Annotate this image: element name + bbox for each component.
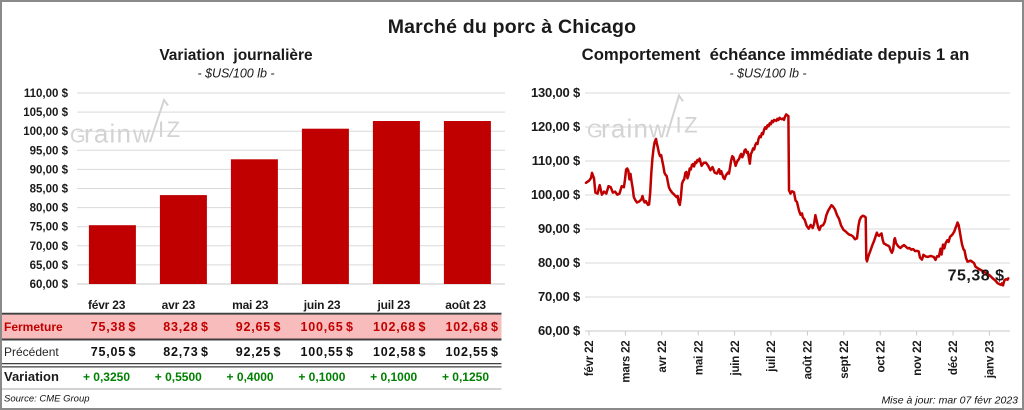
svg-text:juin 22: juin 22 [730,341,742,377]
svg-text:rain: rain [84,119,132,149]
svg-text:110,00 $: 110,00 $ [532,153,581,168]
svg-text:85,00 $: 85,00 $ [30,184,69,196]
svg-text:nov 22: nov 22 [912,341,924,376]
svg-text:80,00 $: 80,00 $ [538,255,581,270]
svg-text:juil 22: juil 22 [766,341,778,373]
svg-text:Variation journalière: Variation journalière [159,47,313,64]
svg-text:Comportement échéance immédia: Comportement échéance immédiate depuis 1… [582,45,970,64]
svg-text:100,65: 100,65 [300,320,343,334]
svg-text:$: $ [419,345,427,359]
svg-text:75,00 $: 75,00 $ [30,222,69,234]
svg-text:102,58: 102,58 [373,345,416,359]
svg-text:w: w [132,122,151,149]
svg-text:102,68: 102,68 [373,320,416,334]
svg-text:100,55: 100,55 [300,345,343,359]
svg-text:- $US/100 lb -: - $US/100 lb - [729,67,806,81]
svg-text:83,28: 83,28 [163,320,198,334]
svg-text:75,05: 75,05 [91,345,126,359]
svg-text:mars 22: mars 22 [621,341,633,383]
svg-text:mai 22: mai 22 [693,341,705,376]
svg-text:- $US/100 lb -: - $US/100 lb - [197,67,274,81]
svg-text:92,25: 92,25 [236,345,271,359]
svg-text:75,38 $: 75,38 $ [948,268,1005,285]
svg-text:65,00 $: 65,00 $ [30,260,69,272]
svg-text:mai 23: mai 23 [232,298,269,312]
svg-text:oct 22: oct 22 [875,341,887,373]
svg-text:100,00 $: 100,00 $ [531,187,581,202]
svg-text:Marché du porc à Chicago: Marché du porc à Chicago [388,16,637,38]
svg-text:+ 0,3250: + 0,3250 [83,370,130,384]
svg-text:Fermeture: Fermeture [4,320,63,334]
svg-text:Variation: Variation [4,369,59,384]
svg-text:82,73: 82,73 [163,345,198,359]
svg-text:$: $ [346,320,354,334]
svg-text:95,00 $: 95,00 $ [30,145,69,157]
svg-text:$: $ [274,320,282,334]
svg-text:$: $ [491,320,499,334]
svg-text:92,65: 92,65 [236,320,271,334]
svg-text:$: $ [419,320,427,334]
svg-text:rain: rain [601,114,649,144]
svg-text:Mise à jour: mar 07 févr 2023: Mise à jour: mar 07 févr 2023 [881,395,1018,407]
svg-text:w: w [648,117,667,144]
svg-text:100,00 $: 100,00 $ [23,126,68,138]
svg-text:+ 0,5500: + 0,5500 [155,370,202,384]
svg-text:+ 0,1250: + 0,1250 [442,370,489,384]
svg-text:70,00 $: 70,00 $ [538,289,581,304]
svg-text:$: $ [274,345,282,359]
svg-text:IZ: IZ [158,117,183,142]
svg-text:80,00 $: 80,00 $ [30,203,69,215]
svg-text:+ 0,1000: + 0,1000 [298,370,345,384]
svg-text:60,00 $: 60,00 $ [30,279,69,291]
svg-text:$: $ [346,345,354,359]
svg-text:$: $ [129,320,137,334]
svg-text:$: $ [201,320,209,334]
svg-text:Source: CME Group: Source: CME Group [4,394,90,405]
svg-text:110,00 $: 110,00 $ [24,88,69,100]
svg-text:90,00 $: 90,00 $ [30,164,69,176]
svg-text:janv 23: janv 23 [985,341,997,380]
svg-text:+ 0,4000: + 0,4000 [227,370,274,384]
svg-text:130,00 $: 130,00 $ [531,85,581,100]
svg-text:août 23: août 23 [445,298,486,312]
svg-text:60,00 $: 60,00 $ [538,323,581,338]
svg-text:$: $ [201,345,209,359]
svg-text:juin 23: juin 23 [303,298,341,312]
svg-text:IZ: IZ [676,113,701,138]
svg-text:120,00 $: 120,00 $ [531,119,581,134]
svg-text:août 22: août 22 [803,341,815,380]
svg-text:105,00 $: 105,00 $ [23,107,68,119]
svg-text:Précédent: Précédent [4,345,59,359]
svg-text:$: $ [491,345,499,359]
svg-text:juil 23: juil 23 [376,298,410,312]
svg-text:sept 22: sept 22 [839,341,851,379]
svg-text:70,00 $: 70,00 $ [30,241,69,253]
svg-text:févr 22: févr 22 [584,341,596,377]
svg-text:févr 23: févr 23 [88,298,126,312]
svg-text:déc 22: déc 22 [948,341,960,376]
svg-text:75,38: 75,38 [91,320,126,334]
svg-text:90,00 $: 90,00 $ [538,221,581,236]
svg-text:G: G [70,126,86,148]
svg-text:avr 23: avr 23 [162,298,196,312]
svg-text:102,55: 102,55 [445,345,488,359]
svg-text:$: $ [129,345,137,359]
svg-text:avr 22: avr 22 [657,341,669,373]
svg-text:102,68: 102,68 [445,320,488,334]
svg-text:+ 0,1000: + 0,1000 [370,370,417,384]
svg-text:G: G [587,121,603,143]
